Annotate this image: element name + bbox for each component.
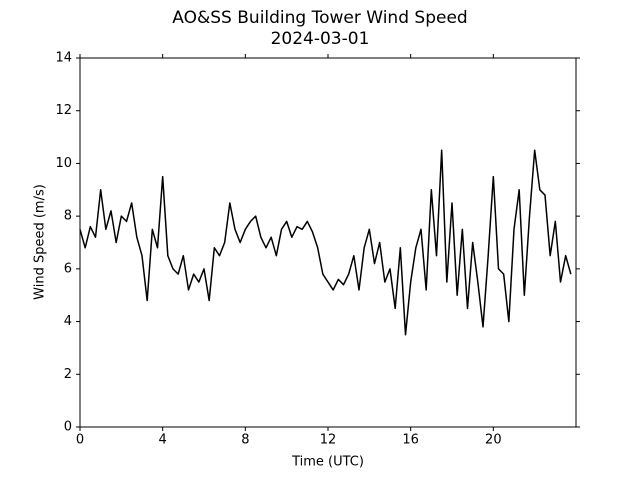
y-tick-label: 12	[55, 103, 72, 118]
y-tick-label: 0	[64, 420, 72, 435]
x-tick-label: 8	[241, 433, 249, 448]
y-tick-label: 8	[64, 209, 72, 224]
y-tick-label: 4	[64, 314, 72, 329]
y-tick-label: 2	[64, 367, 72, 382]
x-tick-label: 0	[76, 433, 84, 448]
x-tick-label: 12	[320, 433, 337, 448]
x-tick-label: 20	[485, 433, 502, 448]
y-tick-label: 10	[55, 156, 72, 171]
chart-title: AO&SS Building Tower Wind Speed	[172, 8, 467, 28]
x-tick-label: 16	[402, 433, 419, 448]
plot-frame	[79, 57, 577, 428]
y-tick-label: 14	[55, 51, 72, 66]
y-axis-label: Wind Speed (m/s)	[33, 184, 48, 300]
chart-subtitle: 2024-03-01	[271, 29, 370, 49]
y-tick-label: 6	[64, 261, 72, 276]
x-tick-label: 4	[159, 433, 167, 448]
wind-speed-line	[79, 149, 572, 336]
x-axis-label: Time (UTC)	[291, 455, 364, 470]
